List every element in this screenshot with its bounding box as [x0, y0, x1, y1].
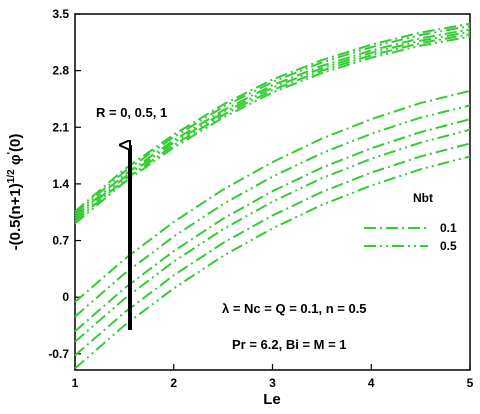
y-tick-label: 0.7 — [52, 234, 69, 248]
series-line-4 — [74, 33, 471, 222]
x-tick-label: 5 — [467, 376, 474, 390]
x-tick-label: 4 — [368, 376, 375, 390]
y-tick-label: -0.7 — [48, 347, 69, 361]
y-tick-label: 1.4 — [52, 177, 69, 191]
series-line-8 — [74, 118, 471, 332]
series-line-9 — [74, 128, 471, 343]
y-tick-label: 3.5 — [52, 7, 69, 21]
legend: Nbt 0.1 0.5 — [364, 191, 457, 253]
series-line-6 — [74, 89, 471, 303]
legend-label-1: 0.5 — [440, 239, 457, 253]
y-tick-label: 2.8 — [52, 64, 69, 78]
x-tick-label: 2 — [170, 376, 177, 390]
x-tick-label: 1 — [72, 376, 79, 390]
series-line-11 — [74, 155, 471, 370]
series-layer — [74, 22, 471, 370]
y-tick-label: 0 — [62, 290, 69, 304]
x-tick-label: 3 — [269, 376, 276, 390]
y-axis-title: -(0.5(n+1)1/2 φ'(0) — [6, 134, 24, 251]
y-tick-label: 2.1 — [52, 120, 69, 134]
parameter-text-1: λ = Nc = Q = 0.1, n = 0.5 — [222, 301, 367, 316]
series-line-3 — [74, 30, 471, 220]
series-line-5 — [74, 35, 471, 225]
x-axis-title: Le — [263, 391, 281, 408]
legend-label-0: 0.1 — [440, 221, 457, 235]
ticks: 1 2 3 4 5 -0.7 0 0.7 1.4 2.1 2.8 3.5 — [48, 7, 473, 390]
series-line-0 — [74, 22, 471, 213]
parameter-text-2: Pr = 6.2, Bi = M = 1 — [232, 337, 347, 352]
series-line-7 — [74, 104, 471, 318]
series-line-1 — [74, 25, 471, 215]
legend-title: Nbt — [413, 191, 433, 205]
series-line-10 — [74, 142, 471, 357]
series-line-2 — [74, 28, 471, 218]
arrow-label: R = 0, 0.5, 1 — [96, 105, 167, 120]
